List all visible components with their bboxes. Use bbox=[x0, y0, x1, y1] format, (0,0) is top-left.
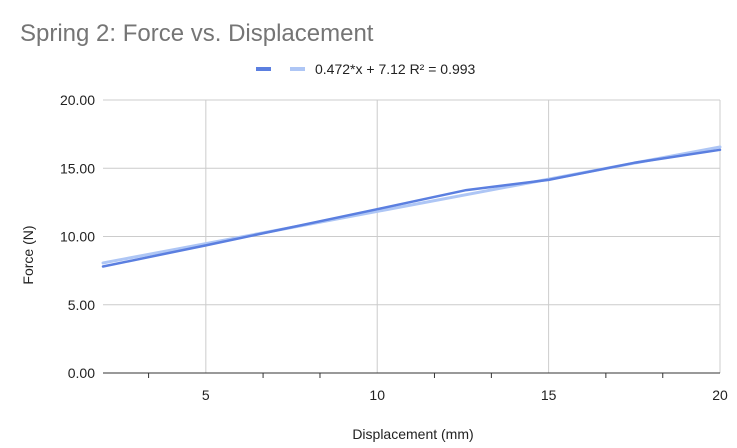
legend: 0.472*x + 7.12 R² = 0.993 bbox=[256, 61, 476, 77]
y-tick-label: 20.00 bbox=[60, 92, 95, 108]
x-tick-label: 5 bbox=[202, 387, 210, 403]
series-lines bbox=[101, 145, 722, 268]
y-tick-label: 5.00 bbox=[68, 297, 95, 313]
grid bbox=[103, 99, 721, 373]
y-tick-label: 0.00 bbox=[68, 365, 95, 381]
x-tick-label: 10 bbox=[369, 387, 385, 403]
x-axis-label: Displacement (mm) bbox=[352, 426, 473, 442]
x-tick-label: 20 bbox=[712, 387, 728, 403]
y-tick-label: 10.00 bbox=[60, 229, 95, 245]
axes: 0.00 5.00 10.00 15.00 20.00 5 10 15 20 bbox=[60, 92, 728, 403]
y-axis-label: Force (N) bbox=[20, 225, 36, 284]
x-tick-label: 15 bbox=[541, 387, 557, 403]
series-line-data bbox=[101, 148, 722, 268]
chart-title: Spring 2: Force vs. Displacement bbox=[20, 20, 374, 47]
y-tick-label: 15.00 bbox=[60, 160, 95, 176]
legend-label: 0.472*x + 7.12 R² = 0.993 bbox=[315, 61, 476, 77]
